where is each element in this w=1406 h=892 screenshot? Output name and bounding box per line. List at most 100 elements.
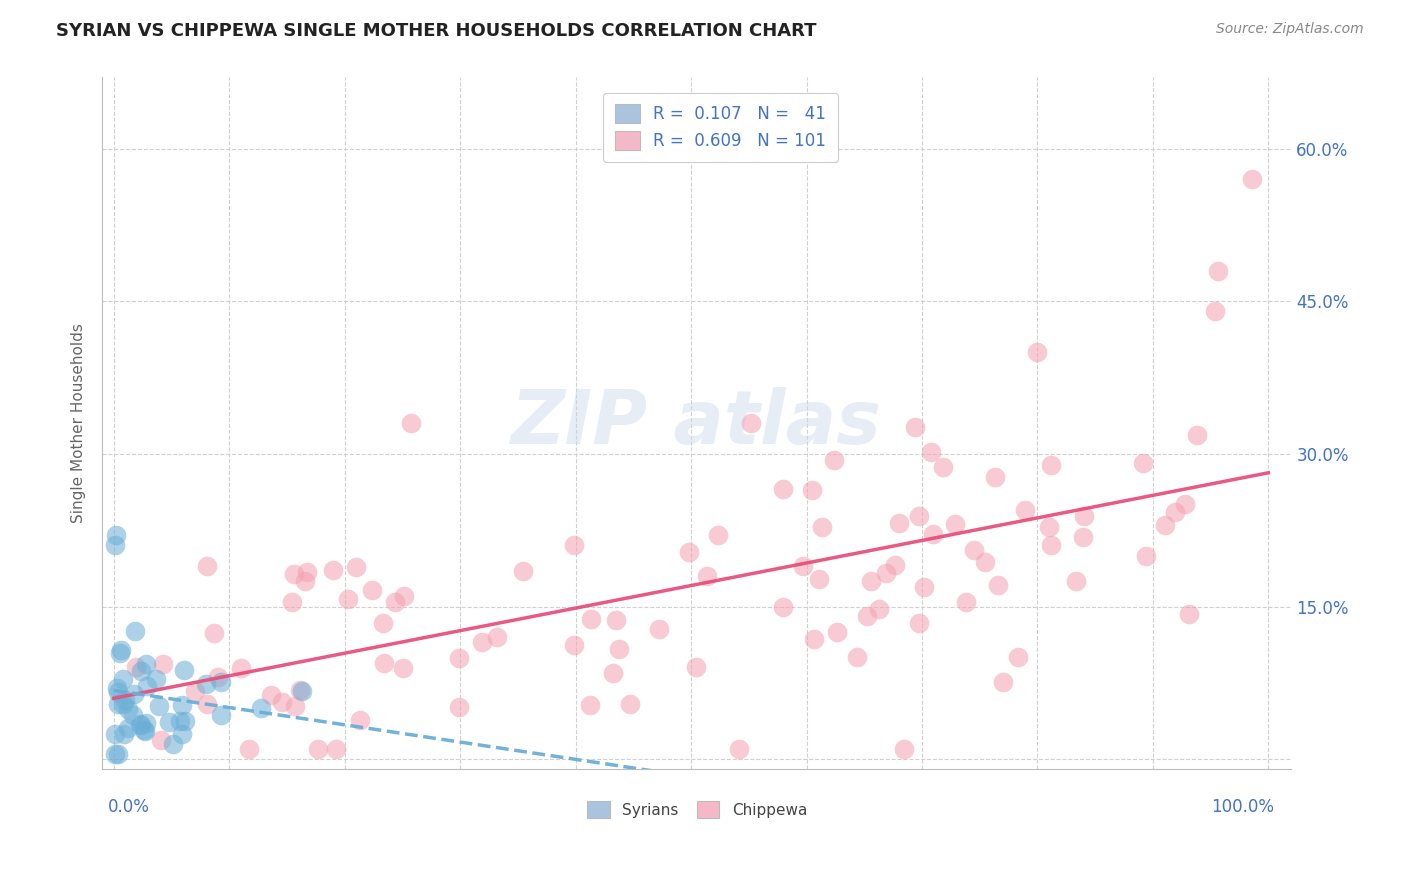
Point — [803, 632, 825, 647]
Point — [112, 697, 135, 711]
Point — [392, 661, 415, 675]
Point — [195, 698, 218, 712]
Point — [195, 558, 218, 573]
Point — [229, 660, 252, 674]
Point — [772, 599, 794, 614]
Point — [145, 672, 167, 686]
Point — [129, 716, 152, 731]
Point — [104, 539, 127, 553]
Point — [134, 723, 156, 738]
Point — [107, 747, 129, 761]
Point — [1132, 456, 1154, 470]
Point — [104, 528, 127, 542]
Point — [974, 555, 997, 569]
Point — [169, 714, 191, 729]
Point — [104, 727, 127, 741]
Point — [110, 642, 132, 657]
Point — [1073, 508, 1095, 523]
Point — [800, 483, 823, 497]
Point — [195, 677, 218, 691]
Point — [562, 638, 585, 652]
Point — [1204, 304, 1226, 318]
Point — [648, 623, 671, 637]
Point — [172, 727, 194, 741]
Point — [449, 651, 471, 665]
Point — [860, 574, 883, 588]
Point — [238, 742, 260, 756]
Point — [373, 656, 395, 670]
Point — [117, 721, 139, 735]
Point — [344, 560, 367, 574]
Text: ZIP atlas: ZIP atlas — [512, 387, 883, 460]
Point — [485, 630, 508, 644]
Point — [129, 664, 152, 678]
Point — [605, 613, 627, 627]
Point — [250, 701, 273, 715]
Point — [322, 563, 344, 577]
Point — [1026, 345, 1049, 359]
Point — [207, 670, 229, 684]
Legend: Syrians, Chippewa: Syrians, Chippewa — [581, 795, 813, 824]
Point — [1038, 520, 1060, 534]
Point — [579, 698, 602, 712]
Point — [740, 417, 762, 431]
Point — [845, 649, 868, 664]
Point — [943, 516, 966, 531]
Point — [512, 565, 534, 579]
Point — [124, 624, 146, 639]
Text: SYRIAN VS CHIPPEWA SINGLE MOTHER HOUSEHOLDS CORRELATION CHART: SYRIAN VS CHIPPEWA SINGLE MOTHER HOUSEHO… — [56, 22, 817, 40]
Point — [132, 723, 155, 738]
Point — [685, 660, 707, 674]
Point — [792, 559, 814, 574]
Point — [607, 641, 630, 656]
Point — [112, 727, 135, 741]
Point — [707, 528, 730, 542]
Point — [823, 452, 845, 467]
Point — [288, 683, 311, 698]
Point — [291, 684, 314, 698]
Point — [295, 566, 318, 580]
Point — [162, 737, 184, 751]
Point — [893, 742, 915, 756]
Point — [1064, 574, 1087, 588]
Point — [808, 572, 831, 586]
Point — [1039, 538, 1062, 552]
Y-axis label: Single Mother Households: Single Mother Households — [72, 324, 86, 524]
Point — [963, 543, 986, 558]
Point — [284, 698, 307, 713]
Point — [184, 683, 207, 698]
Point — [122, 707, 145, 722]
Point — [581, 612, 603, 626]
Point — [107, 697, 129, 711]
Point — [399, 417, 422, 431]
Point — [602, 665, 624, 680]
Text: 0.0%: 0.0% — [108, 797, 150, 816]
Point — [921, 527, 943, 541]
Point — [883, 558, 905, 573]
Point — [174, 714, 197, 728]
Point — [696, 569, 718, 583]
Point — [148, 698, 170, 713]
Point — [471, 635, 494, 649]
Point — [727, 742, 749, 756]
Point — [283, 567, 305, 582]
Point — [294, 574, 316, 588]
Point — [1185, 427, 1208, 442]
Point — [202, 626, 225, 640]
Point — [117, 702, 139, 716]
Point — [124, 660, 146, 674]
Point — [991, 674, 1014, 689]
Point — [912, 581, 935, 595]
Point — [336, 592, 359, 607]
Point — [371, 615, 394, 630]
Point — [811, 520, 834, 534]
Point — [1177, 607, 1199, 622]
Point — [271, 695, 294, 709]
Point — [105, 681, 128, 695]
Point — [114, 693, 136, 707]
Point — [307, 742, 329, 756]
Point — [150, 732, 173, 747]
Point — [135, 657, 157, 672]
Point — [173, 663, 195, 677]
Point — [170, 698, 193, 712]
